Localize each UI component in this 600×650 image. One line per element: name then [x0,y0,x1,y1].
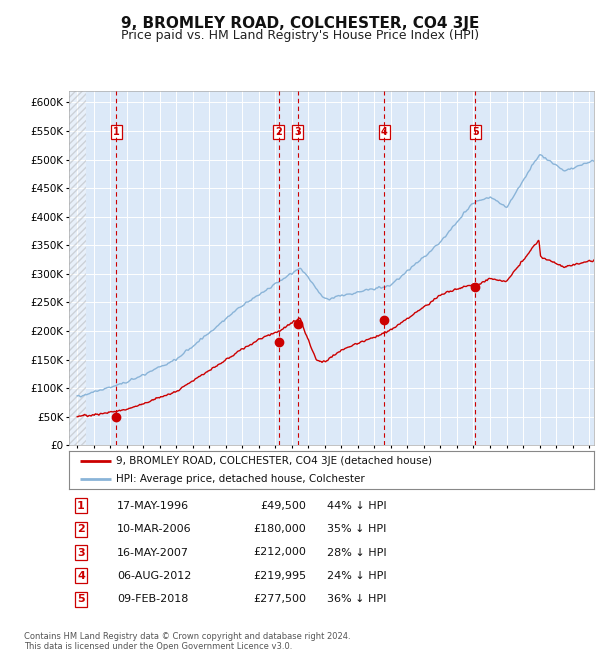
Text: 3: 3 [295,127,301,136]
Text: 2: 2 [77,524,85,534]
Text: HPI: Average price, detached house, Colchester: HPI: Average price, detached house, Colc… [116,474,365,484]
Text: 10-MAR-2006: 10-MAR-2006 [117,524,191,534]
Text: 24% ↓ HPI: 24% ↓ HPI [327,571,386,581]
Text: 35% ↓ HPI: 35% ↓ HPI [327,524,386,534]
Text: 9, BROMLEY ROAD, COLCHESTER, CO4 3JE: 9, BROMLEY ROAD, COLCHESTER, CO4 3JE [121,16,479,31]
Text: 1: 1 [77,500,85,511]
Text: 4: 4 [381,127,388,136]
Text: £180,000: £180,000 [253,524,306,534]
Text: 9, BROMLEY ROAD, COLCHESTER, CO4 3JE (detached house): 9, BROMLEY ROAD, COLCHESTER, CO4 3JE (de… [116,456,432,466]
Text: 09-FEB-2018: 09-FEB-2018 [117,594,188,604]
Text: 4: 4 [77,571,85,581]
Text: Price paid vs. HM Land Registry's House Price Index (HPI): Price paid vs. HM Land Registry's House … [121,29,479,42]
Text: 16-MAY-2007: 16-MAY-2007 [117,547,189,558]
Text: 44% ↓ HPI: 44% ↓ HPI [327,500,386,511]
Text: 17-MAY-1996: 17-MAY-1996 [117,500,189,511]
Text: £49,500: £49,500 [260,500,306,511]
Text: 5: 5 [77,594,85,604]
Text: 28% ↓ HPI: 28% ↓ HPI [327,547,386,558]
Text: 36% ↓ HPI: 36% ↓ HPI [327,594,386,604]
Text: 3: 3 [77,547,85,558]
Text: £212,000: £212,000 [253,547,306,558]
Text: 5: 5 [472,127,479,136]
Bar [69,91,86,445]
Text: 06-AUG-2012: 06-AUG-2012 [117,571,191,581]
Text: £219,995: £219,995 [253,571,306,581]
Text: 1: 1 [113,127,120,136]
Text: Contains HM Land Registry data © Crown copyright and database right 2024.: Contains HM Land Registry data © Crown c… [24,632,350,641]
Text: £277,500: £277,500 [253,594,306,604]
Text: This data is licensed under the Open Government Licence v3.0.: This data is licensed under the Open Gov… [24,642,292,650]
Text: 2: 2 [275,127,282,136]
